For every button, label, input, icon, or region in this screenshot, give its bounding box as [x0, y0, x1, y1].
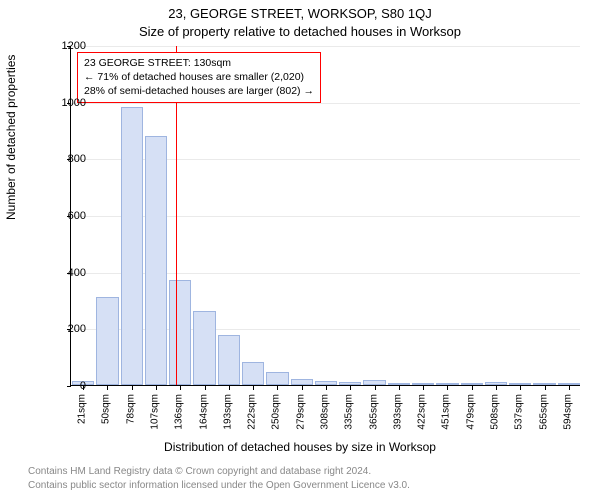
xtick-label: 594sqm — [562, 394, 573, 430]
gridline-h — [71, 103, 580, 104]
annotation-box: 23 GEORGE STREET: 130sqm ← 71% of detach… — [77, 52, 321, 103]
xtick-mark — [180, 386, 181, 390]
xtick-label: 393sqm — [392, 394, 403, 430]
annotation-line: 28% of semi-detached houses are larger (… — [84, 84, 314, 98]
xtick-mark — [326, 386, 327, 390]
xtick-mark — [496, 386, 497, 390]
xtick-mark — [253, 386, 254, 390]
chart-title-line1: 23, GEORGE STREET, WORKSOP, S80 1QJ — [0, 6, 600, 21]
bar — [339, 382, 361, 385]
footer-licence: Contains public sector information licen… — [28, 480, 410, 491]
bar — [558, 383, 580, 385]
xtick-mark — [277, 386, 278, 390]
ytick-label: 600 — [46, 210, 86, 222]
annotation-line: ← 71% of detached houses are smaller (2,… — [84, 70, 314, 84]
xtick-label: 136sqm — [174, 394, 185, 430]
xtick-label: 279sqm — [295, 394, 306, 430]
bar — [436, 383, 458, 385]
xtick-mark — [229, 386, 230, 390]
gridline-h — [71, 46, 580, 47]
x-axis-label: Distribution of detached houses by size … — [0, 440, 600, 454]
xtick-mark — [156, 386, 157, 390]
xtick-label: 565sqm — [538, 394, 549, 430]
bar — [145, 136, 167, 385]
xtick-label: 365sqm — [368, 394, 379, 430]
xtick-mark — [375, 386, 376, 390]
bar — [315, 381, 337, 385]
xtick-label: 107sqm — [150, 394, 161, 430]
bar — [412, 383, 434, 385]
xtick-label: 537sqm — [514, 394, 525, 430]
xtick-mark — [107, 386, 108, 390]
xtick-label: 479sqm — [465, 394, 476, 430]
bar — [96, 297, 118, 385]
bar — [509, 383, 531, 385]
footer-copyright: Contains HM Land Registry data © Crown c… — [28, 466, 371, 477]
y-axis-label: Number of detached properties — [4, 55, 18, 220]
ytick-label: 800 — [46, 153, 86, 165]
xtick-label: 508sqm — [490, 394, 501, 430]
bar — [193, 311, 215, 385]
ytick-label: 400 — [46, 267, 86, 279]
xtick-mark — [205, 386, 206, 390]
ytick-label: 200 — [46, 323, 86, 335]
xtick-label: 50sqm — [101, 394, 112, 424]
xtick-label: 422sqm — [417, 394, 428, 430]
xtick-label: 335sqm — [344, 394, 355, 430]
ytick-label: 1000 — [46, 97, 86, 109]
xtick-label: 308sqm — [320, 394, 331, 430]
xtick-mark — [302, 386, 303, 390]
bar — [169, 280, 191, 385]
xtick-mark — [472, 386, 473, 390]
xtick-mark — [350, 386, 351, 390]
xtick-label: 222sqm — [247, 394, 258, 430]
xtick-label: 250sqm — [271, 394, 282, 430]
bar — [388, 383, 410, 385]
xtick-label: 164sqm — [198, 394, 209, 430]
xtick-mark — [399, 386, 400, 390]
bar — [461, 383, 483, 385]
xtick-mark — [132, 386, 133, 390]
xtick-mark — [545, 386, 546, 390]
bar — [218, 335, 240, 385]
bar — [485, 382, 507, 385]
xtick-label: 21sqm — [77, 394, 88, 424]
bar — [363, 380, 385, 385]
bar — [121, 107, 143, 385]
ytick-label: 1200 — [46, 40, 86, 52]
annotation-line: 23 GEORGE STREET: 130sqm — [84, 56, 314, 70]
xtick-mark — [569, 386, 570, 390]
bar — [266, 372, 288, 385]
chart-title-line2: Size of property relative to detached ho… — [0, 24, 600, 39]
xtick-mark — [447, 386, 448, 390]
bar — [242, 362, 264, 385]
ytick-label: 0 — [46, 380, 86, 392]
xtick-label: 451sqm — [441, 394, 452, 430]
xtick-label: 193sqm — [222, 394, 233, 430]
xtick-mark — [520, 386, 521, 390]
plot-area: 23 GEORGE STREET: 130sqm ← 71% of detach… — [70, 46, 580, 386]
bar — [291, 379, 313, 385]
xtick-label: 78sqm — [125, 394, 136, 424]
xtick-mark — [423, 386, 424, 390]
bar — [533, 383, 555, 385]
